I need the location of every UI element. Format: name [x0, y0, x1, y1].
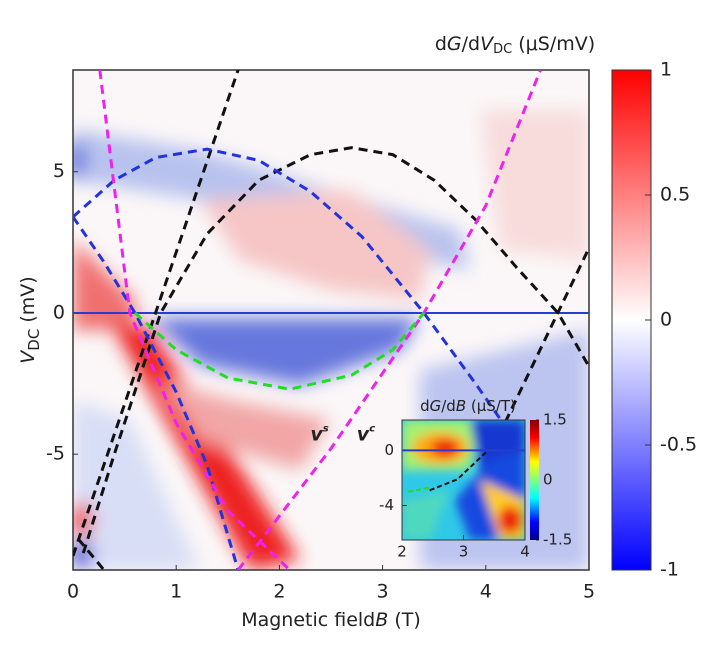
y-tick-label: 5 — [53, 160, 65, 182]
label-part: /d — [441, 397, 456, 415]
annotation: vs — [310, 423, 328, 445]
label-part: G — [430, 397, 442, 415]
annotation-part: c — [369, 423, 375, 434]
inset-texture — [402, 420, 525, 540]
y-tick-label: -4 — [379, 496, 394, 514]
colorbar — [611, 69, 652, 571]
dashed-curve — [81, 146, 589, 554]
inset-colorbar-tick-label: 1.5 — [543, 411, 567, 429]
inset-colorbar-tick-label: 0 — [543, 471, 553, 489]
label-part: (μS/T) — [466, 397, 516, 415]
x-tick-label: 2 — [273, 581, 285, 603]
colorbar-tick-label: 0.5 — [660, 184, 690, 206]
label-part: V — [480, 33, 495, 55]
label-part: /d — [462, 33, 480, 55]
dashed-curve — [484, 247, 589, 464]
y-tick-label: 0 — [384, 441, 394, 459]
colorbar-tick-label: -0.5 — [660, 434, 697, 456]
inset-colorbar — [530, 420, 539, 540]
colorbar-tick-label: 0 — [660, 309, 672, 331]
dashed-curve — [407, 486, 430, 493]
inset-title: dG/dB (μS/T) — [420, 397, 516, 415]
dashed-curve — [98, 70, 291, 570]
x-tick-label: 2 — [397, 543, 407, 561]
dashed-curve — [429, 449, 489, 492]
y-tick-label: 0 — [53, 301, 65, 323]
label-part: d — [420, 397, 430, 415]
label-part: B — [456, 397, 466, 415]
y-tick-label: -5 — [46, 443, 65, 465]
x-tick-label: 4 — [520, 543, 530, 561]
x-tick-label: 4 — [480, 581, 492, 603]
x-tick-label: 1 — [170, 581, 182, 603]
inset-heatmap — [402, 420, 525, 540]
label-part: DC — [25, 329, 43, 351]
label-part: (mV) — [17, 276, 39, 328]
annotation-part: v — [310, 423, 323, 445]
annotation-part: v — [357, 423, 370, 445]
label-part: (T) — [388, 609, 420, 631]
annotation: vc — [357, 423, 375, 445]
label-part: (μS/mV) — [512, 33, 595, 55]
dashed-curve — [133, 311, 426, 391]
inset-plot: 2 3 4 -4 0 -1.5 0 1.5 — [379, 411, 572, 561]
dashed-curve — [73, 216, 240, 570]
plot-frame — [72, 69, 590, 571]
label-part: d — [435, 33, 447, 55]
dashed-curve — [77, 537, 106, 570]
dashed-curve — [73, 147, 519, 444]
x-axis-label: Magnetic fieldB (T) — [241, 609, 421, 631]
label-part: Magnetic field — [241, 609, 375, 631]
y-axis-label: VDC (mV) — [17, 276, 43, 363]
x-tick-label: 0 — [67, 581, 79, 603]
colorbar-tick-label: -1 — [660, 559, 679, 581]
x-tick-label: 3 — [377, 581, 389, 603]
label-part: B — [375, 609, 388, 631]
colorbar-label: dG/dVDC (μS/mV) — [435, 33, 595, 57]
label-part: DC — [493, 42, 512, 57]
colorbar-tick-label: 1 — [660, 59, 672, 81]
inset-colorbar-tick-label: -1.5 — [543, 531, 572, 549]
x-tick-label: 5 — [583, 581, 595, 603]
x-tick-label: 3 — [459, 543, 469, 561]
annotation-part: s — [323, 423, 329, 434]
label-part: V — [17, 349, 39, 364]
label-part: G — [447, 33, 462, 55]
